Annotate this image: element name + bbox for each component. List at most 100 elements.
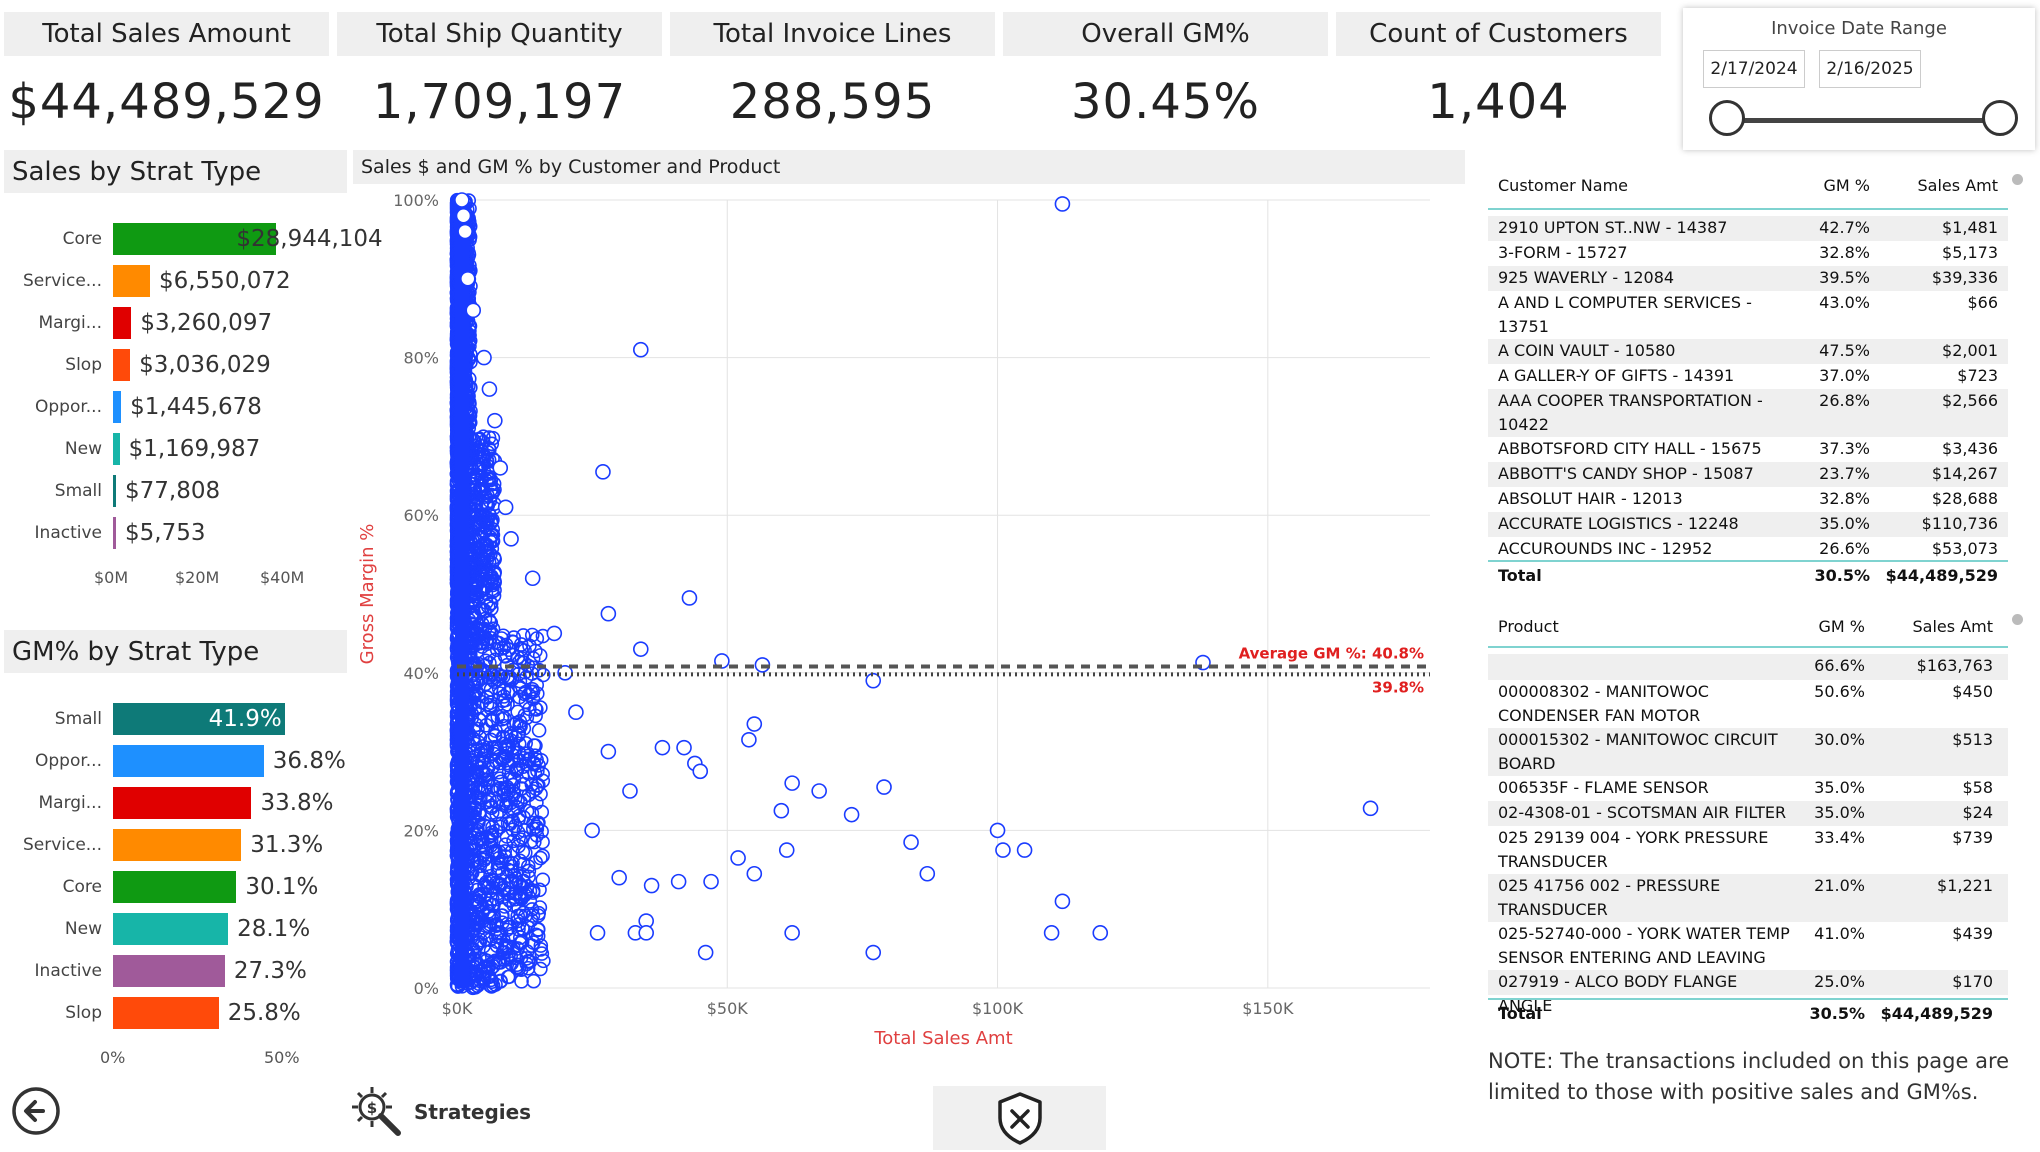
scatter-point [516, 776, 532, 792]
bar[interactable] [113, 913, 229, 945]
bar[interactable] [113, 475, 116, 507]
bar-row-margi-[interactable]: Margi... $3,260,097 [4, 306, 344, 340]
table-row[interactable]: A GALLER-Y OF GIFTS - 14391 37.0% $723 [1488, 364, 2008, 389]
scatter-point [502, 670, 518, 685]
table-row[interactable]: ABBOTSFORD CITY HALL - 15675 37.3% $3,436 [1488, 437, 2008, 462]
table-row[interactable]: ABSOLUT HAIR - 12013 32.8% $28,688 [1488, 487, 2008, 512]
bar[interactable] [113, 433, 120, 465]
bar-row-small[interactable]: Small $77,808 [4, 474, 344, 508]
table-header-cell[interactable]: Sales Amt [1912, 617, 1993, 636]
product-table-scroll-dot[interactable] [2012, 614, 2023, 625]
scatter-point [546, 625, 563, 642]
bar[interactable] [113, 391, 122, 423]
table-row[interactable]: ACCURATE LOGISTICS - 12248 35.0% $110,736 [1488, 512, 2008, 537]
bar-row-slop[interactable]: Slop 25.8% [4, 996, 344, 1030]
slider-track[interactable] [1727, 118, 1997, 123]
table-cell: 2910 UPTON ST..NW - 14387 [1498, 218, 1728, 237]
scatter-chart: 0% 20% 40% 60% 80% 100% $0K $50K $100K $150K Total… [357, 191, 1430, 1049]
bar-row-oppor-[interactable]: Oppor... 36.8% [4, 744, 346, 778]
bar-row-core[interactable]: Core 30.1% [4, 870, 344, 904]
table-header-cell[interactable]: Product [1498, 617, 1559, 636]
table-cell: 32.8% [1819, 243, 1870, 262]
table-row[interactable]: 025 41756 002 - PRESSURE TRANSDUCER 21.0%… [1488, 874, 2008, 922]
end-date-input[interactable]: 2/16/2025 [1819, 50, 1921, 88]
table-header-cell[interactable]: GM % [1818, 617, 1866, 636]
table-row[interactable]: 006535F - FLAME SENSOR 35.0% $58 [1488, 776, 2008, 801]
table-row[interactable]: 3-FORM - 15727 32.8% $5,173 [1488, 241, 2008, 266]
table-cell: 21.0% [1814, 876, 1865, 895]
scatter-point [484, 911, 500, 926]
scatter-point [520, 879, 535, 894]
scatter-point [584, 822, 600, 839]
table-row[interactable]: 027919 - ALCO BODY FLANGE ANGLE 25.0% $170 [1488, 970, 2008, 1015]
table-header-cell[interactable]: GM % [1823, 176, 1871, 195]
back-button[interactable] [10, 1085, 62, 1137]
scatter-point [643, 877, 660, 894]
scatter-point [528, 701, 543, 716]
bar-row-oppor-[interactable]: Oppor... $1,445,678 [4, 390, 344, 424]
bar-row-core[interactable]: Core $28,944,104 [4, 222, 383, 256]
bar[interactable] [113, 517, 116, 549]
scatter-point [482, 832, 497, 848]
strategies-nav-button[interactable]: $ Strategies [348, 1080, 548, 1144]
scatter-point [489, 886, 505, 902]
bar[interactable] [113, 307, 132, 339]
bar-row-margi-[interactable]: Margi... 33.8% [4, 786, 344, 820]
table-row[interactable]: 025 29139 004 - YORK PRESSURE TRANSDUCER… [1488, 826, 2008, 874]
scatter-point [496, 736, 512, 752]
bar[interactable] [113, 745, 264, 777]
table-row[interactable]: ACCUROUNDS INC - 12952 26.6% $53,073 [1488, 537, 2008, 562]
table-row[interactable]: 000008302 - MANITOWOC CONDENSER FAN MOTO… [1488, 680, 2008, 728]
scatter-point [484, 584, 500, 600]
bar[interactable] [113, 223, 277, 255]
table-cell: 025 41756 002 - PRESSURE TRANSDUCER [1498, 876, 1721, 919]
bar-row-service-[interactable]: Service... 31.3% [4, 828, 344, 862]
table-row[interactable]: 000015302 - MANITOWOC CIRCUIT BOARD 30.0%… [1488, 728, 2008, 776]
bar-row-new[interactable]: New 28.1% [4, 912, 344, 946]
bar-row-service-[interactable]: Service... $6,550,072 [4, 264, 344, 298]
scatter-point [510, 959, 526, 975]
bar-row-small[interactable]: Small 41.9% [4, 702, 344, 736]
strategies-label: Strategies [414, 1100, 532, 1124]
scatter-point [692, 763, 709, 780]
slider-start-handle[interactable] [1709, 100, 1745, 136]
start-date-input[interactable]: 2/17/2024 [1703, 50, 1805, 88]
bar[interactable] [113, 787, 252, 819]
bar-data-label: 31.3% [250, 832, 324, 858]
bar[interactable] [113, 349, 131, 381]
table-row[interactable]: A AND L COMPUTER SERVICES - 13751 43.0% $6… [1488, 291, 2008, 339]
scatter-point [514, 974, 529, 989]
bar-row-new[interactable]: New $1,169,987 [4, 432, 344, 466]
bar[interactable] [113, 997, 219, 1029]
table-row[interactable]: AAA COOPER TRANSPORTATION - 10422 26.8% $2… [1488, 389, 2008, 437]
table-row[interactable]: 66.6% $163,763 [1488, 654, 2008, 680]
table-header-cell[interactable]: Customer Name [1498, 176, 1629, 195]
bar[interactable] [113, 265, 150, 297]
table-row[interactable]: ABBOTT'S CANDY SHOP - 15087 23.7% $14,267 [1488, 462, 2008, 487]
bar[interactable] [113, 871, 237, 903]
x-axis-tick-label: $100K [972, 999, 1024, 1018]
clear-filters-button[interactable] [933, 1086, 1106, 1150]
scatter-point [524, 570, 541, 587]
table-row[interactable]: 925 WAVERLY - 12084 39.5% $39,336 [1488, 266, 2008, 291]
bar-data-label: $5,753 [125, 520, 206, 546]
bar-row-inactive[interactable]: Inactive 27.3% [4, 954, 344, 988]
table-total-row: Total 30.5% $44,489,529 [1488, 1002, 2008, 1028]
table-row[interactable]: 2910 UPTON ST..NW - 14387 42.7% $1,481 [1488, 216, 2008, 241]
bar[interactable] [113, 955, 225, 987]
table-row[interactable]: 02-4308-01 - SCOTSMAN AIR FILTER 35.0% $24 [1488, 801, 2008, 826]
slider-end-handle[interactable] [1982, 100, 2018, 136]
total-divider [1488, 560, 2008, 562]
table-row[interactable]: A COIN VAULT - 10580 47.5% $2,001 [1488, 339, 2008, 364]
scatter-point [600, 605, 617, 622]
customer-table-scroll-dot[interactable] [2012, 174, 2023, 185]
table-row[interactable]: 025-52740-000 - YORK WATER TEMP SENSOR E… [1488, 922, 2008, 970]
bar-row-slop[interactable]: Slop $3,036,029 [4, 348, 344, 382]
table-header-cell[interactable]: Sales Amt [1917, 176, 1998, 195]
table-cell: ABBOTT'S CANDY SHOP - 15087 [1498, 464, 1754, 483]
bar-row-inactive[interactable]: Inactive $5,753 [4, 516, 344, 550]
bar[interactable] [113, 829, 242, 861]
bar-data-label: 41.9% [208, 706, 282, 732]
scatter-point [533, 938, 549, 953]
bar[interactable] [113, 703, 285, 735]
